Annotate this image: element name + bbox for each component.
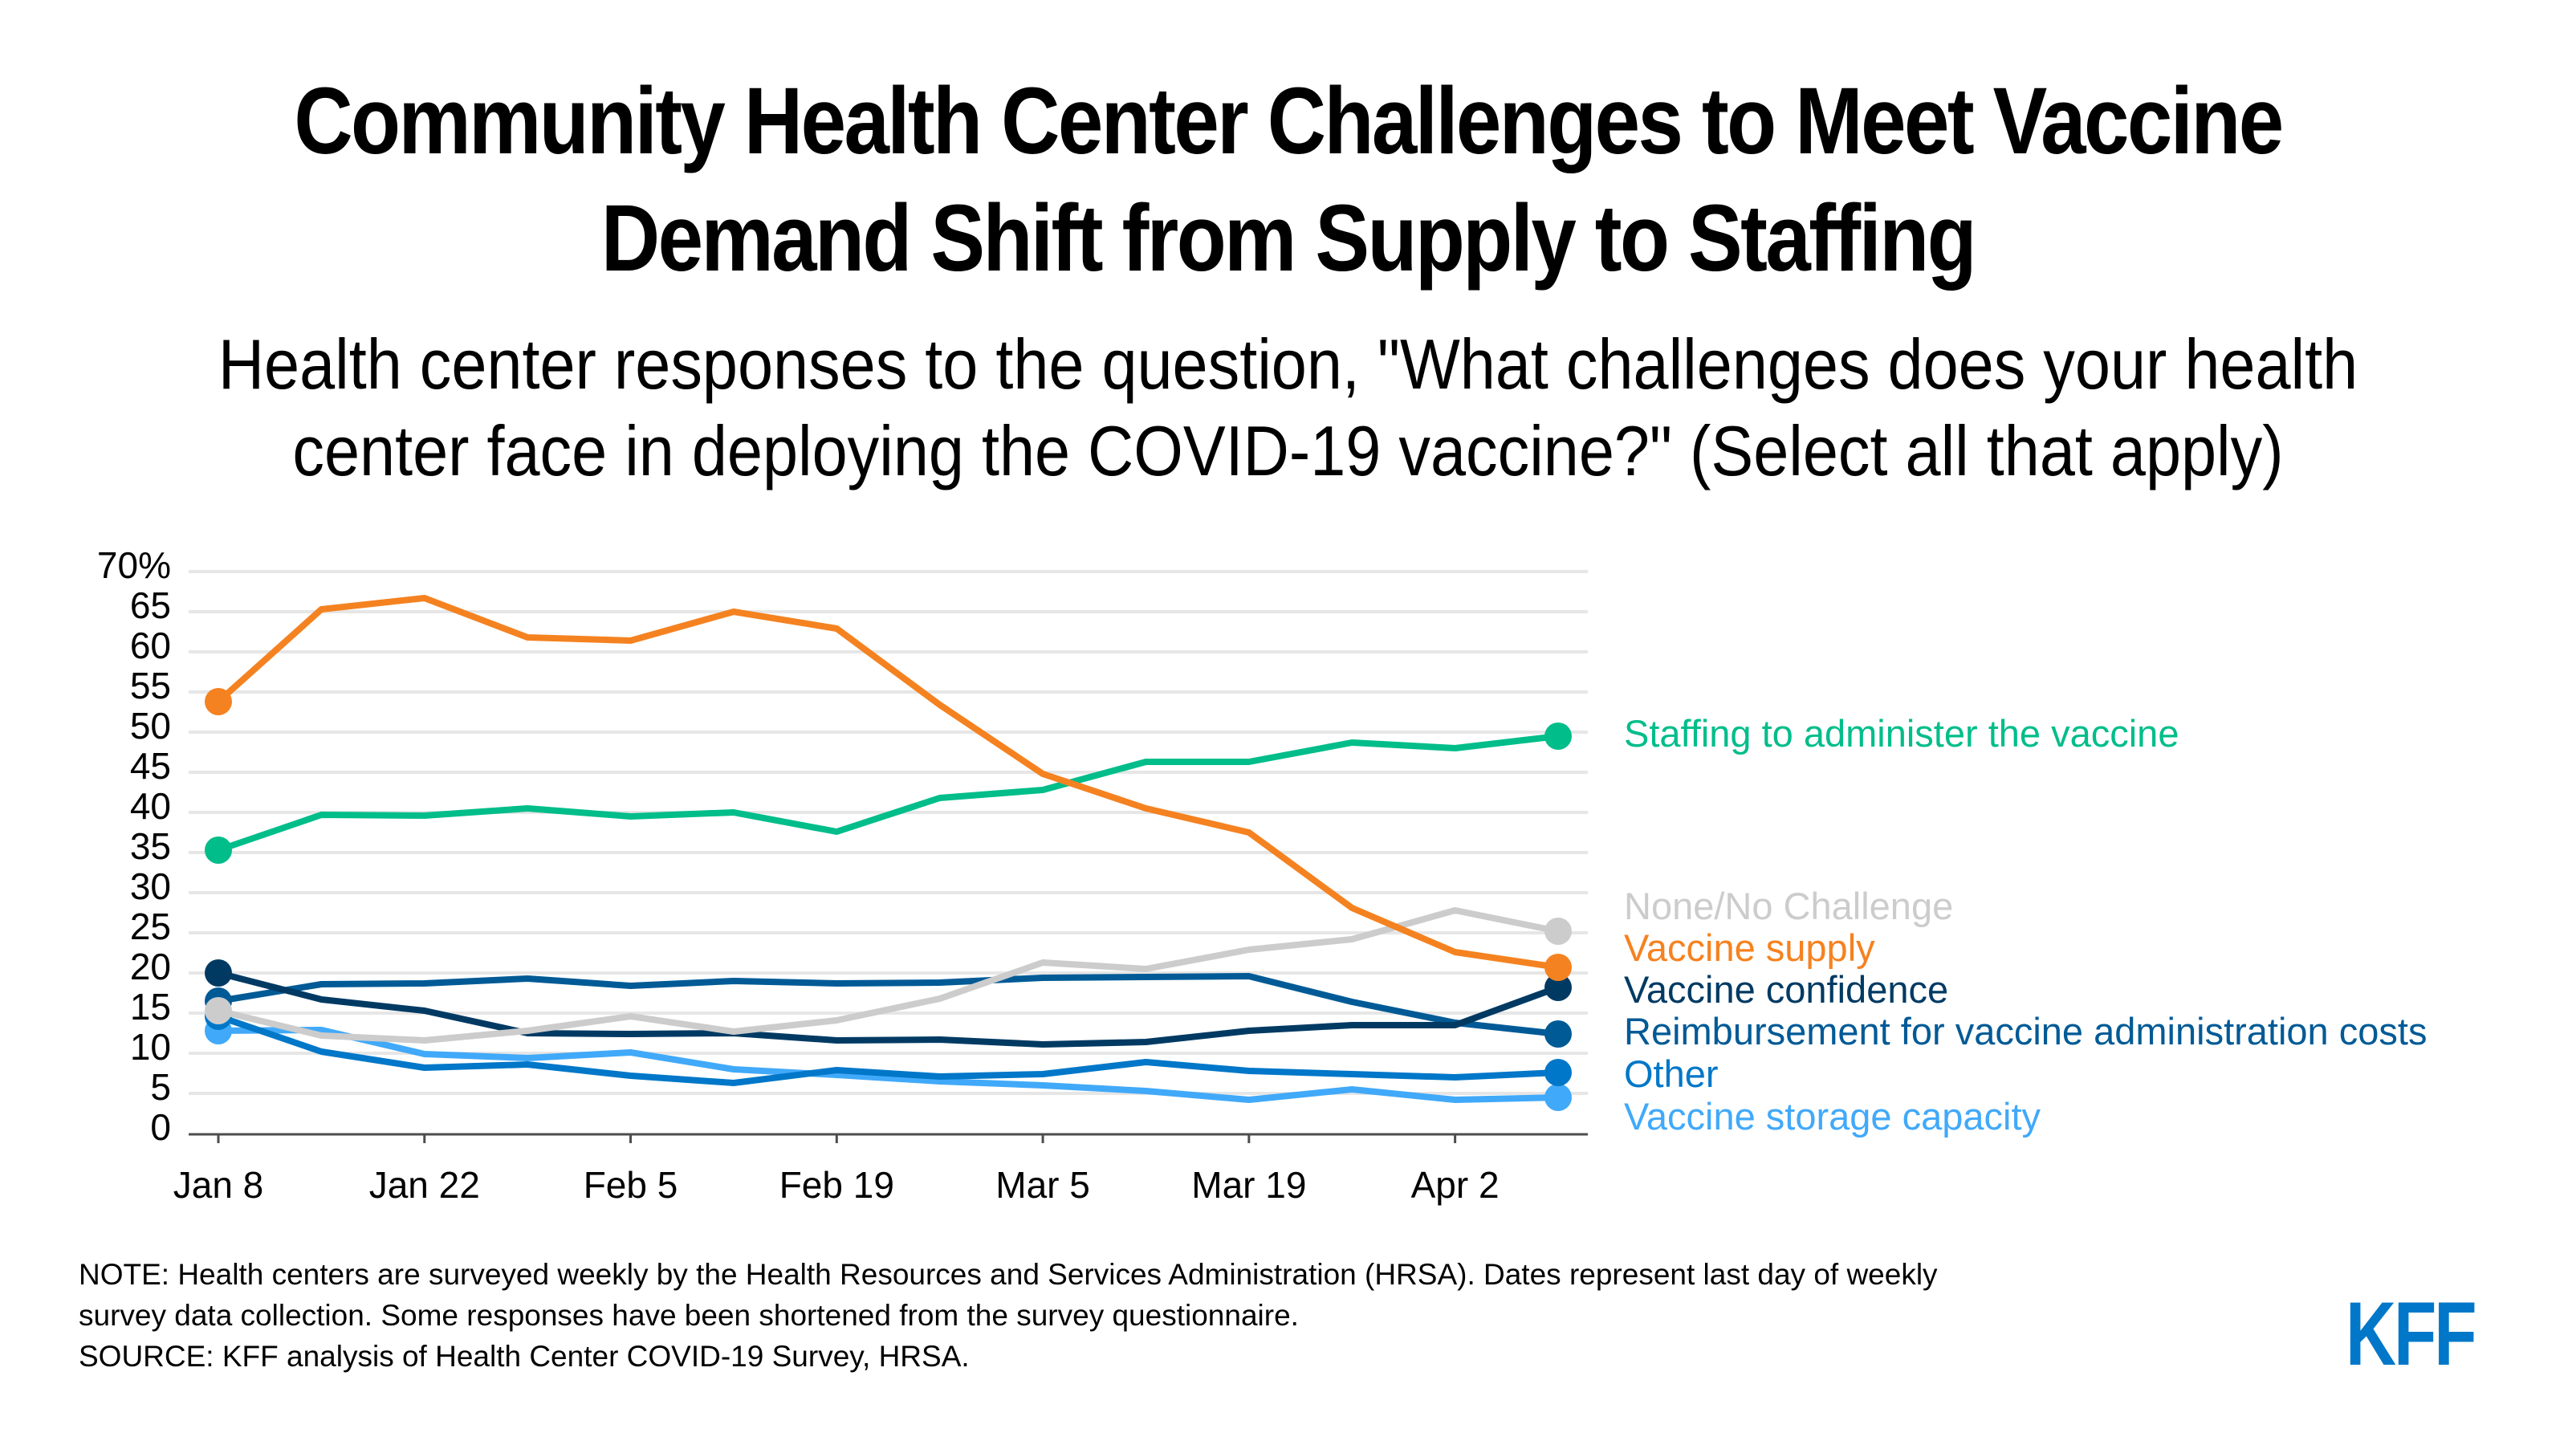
chart-title: Community Health Center Challenges to Me… [0, 63, 2576, 297]
y-tick-label: 15 [130, 986, 171, 1028]
end-point-marker [1544, 974, 1572, 1001]
end-point-marker [1544, 1020, 1572, 1048]
series-line [215, 907, 1561, 1044]
series-vaccine-storage-capacity [205, 1017, 1572, 1111]
footnote: NOTE: Health centers are surveyed weekly… [79, 1254, 1938, 1377]
series-other [205, 1003, 1572, 1086]
chart-title-line-2: Demand Shift from Supply to Staffing [600, 185, 1977, 291]
end-point-marker [1544, 1059, 1572, 1086]
y-tick-label: 25 [130, 906, 171, 947]
chart-subtitle-line-2: center face in deploying the COVID-19 va… [292, 411, 2284, 490]
series-lines [205, 595, 1572, 1111]
source-line: SOURCE: KFF analysis of Health Center CO… [79, 1340, 970, 1373]
chart-title-line-1: Community Health Center Challenges to Me… [294, 68, 2284, 174]
kff-logo: KFF [2346, 1284, 2477, 1384]
y-tick-label: 10 [130, 1026, 171, 1068]
start-point-marker [205, 688, 232, 715]
series-vaccine-confidence [205, 959, 1572, 1048]
y-tick-label: 20 [130, 946, 171, 987]
series-line [215, 973, 1561, 1037]
series-line [215, 970, 1561, 1048]
legend: Staffing to administer the vaccine None/N… [1624, 712, 2427, 1138]
y-tick-label: 70% [97, 544, 171, 586]
y-tick-label: 30 [130, 865, 171, 907]
gridlines [189, 570, 1588, 1095]
note-line-2: survey data collection. Some responses h… [79, 1299, 1299, 1332]
series-line [215, 733, 1561, 853]
y-tick-label: 55 [130, 665, 171, 706]
legend-label: None/No Challenge [1624, 885, 1953, 927]
chart-subtitle-line-1: Health center responses to the question,… [218, 324, 2358, 404]
legend-label: Vaccine supply [1624, 926, 1875, 969]
y-tick-label: 50 [130, 705, 171, 747]
start-point-marker [205, 959, 232, 987]
y-tick-label: 0 [150, 1106, 171, 1148]
chart-subtitle: Health center responses to the question,… [0, 321, 2576, 495]
start-point-marker [205, 836, 232, 864]
x-tick-label: Feb 19 [779, 1164, 894, 1206]
x-tick-label: Mar 19 [1191, 1164, 1306, 1206]
note-line-1: NOTE: Health centers are surveyed weekly… [79, 1258, 1938, 1291]
series-vaccine-supply [205, 595, 1572, 981]
start-point-marker [205, 997, 232, 1024]
legend-label: Other [1624, 1052, 1719, 1095]
end-point-marker [1544, 918, 1572, 945]
y-tick-label: 35 [130, 825, 171, 867]
end-point-marker [1544, 954, 1572, 981]
series-staffing-to-administer-the-vaccine [205, 722, 1572, 864]
legend-label: Reimbursement for vaccine administration… [1624, 1010, 2427, 1052]
legend-label: Staffing to administer the vaccine [1624, 712, 2179, 755]
end-point-marker [1544, 1084, 1572, 1111]
series-none-no-challenge [205, 907, 1572, 1044]
y-tick-label: 5 [150, 1066, 171, 1108]
series-line [215, 595, 1561, 971]
x-tick-label: Apr 2 [1411, 1164, 1500, 1206]
legend-label: Vaccine confidence [1624, 968, 1948, 1011]
series-line [215, 1027, 1561, 1103]
x-tick-label: Jan 22 [369, 1164, 480, 1206]
x-tick-label: Mar 5 [995, 1164, 1090, 1206]
x-tick-label: Feb 5 [584, 1164, 678, 1206]
y-tick-label: 65 [130, 584, 171, 626]
y-tick-label: 45 [130, 745, 171, 787]
y-tick-label: 40 [130, 785, 171, 827]
y-tick-label: 60 [130, 625, 171, 666]
x-tick-label: Jan 8 [173, 1164, 264, 1206]
end-point-marker [1544, 722, 1572, 750]
x-axis: Jan 8 Jan 22 Feb 5 Feb 19 Mar 5 Mar 19 Apr 2 [173, 1133, 1588, 1206]
series-line [215, 1013, 1561, 1086]
legend-label: Vaccine storage capacity [1624, 1095, 2041, 1138]
